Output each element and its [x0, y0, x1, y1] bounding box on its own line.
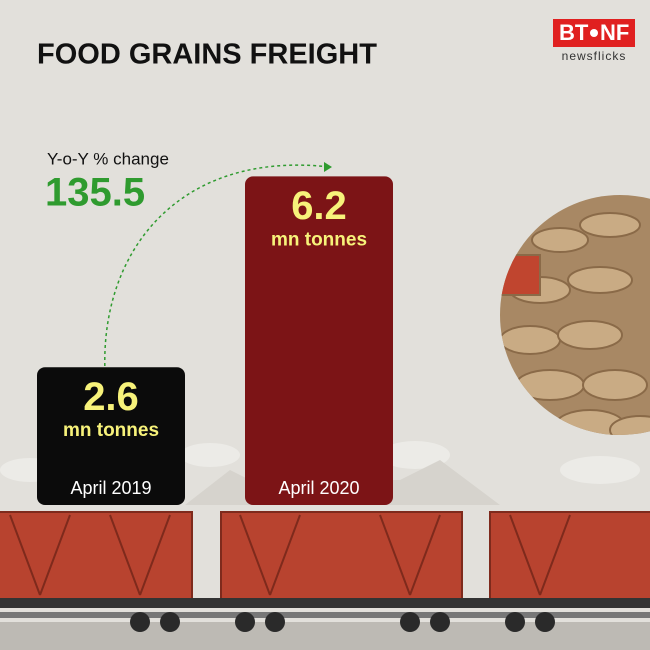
bar [37, 367, 185, 505]
value-label: 6.2 [291, 184, 347, 228]
logo-right: NF [600, 20, 629, 45]
chart-title: FOOD GRAINS FREIGHT [37, 39, 377, 71]
category-label: April 2019 [70, 478, 151, 498]
clouds [0, 441, 640, 484]
grain-sacks-photo [500, 195, 650, 435]
category-label: April 2020 [278, 478, 359, 498]
logo-left: BT [559, 20, 589, 45]
value-label: 2.6 [83, 375, 139, 419]
change-arrow [104, 164, 331, 373]
annotation-value: 135.5 [45, 171, 145, 215]
bar [245, 176, 393, 505]
train [0, 511, 650, 650]
arrow-head [324, 162, 332, 172]
unit-label: mn tonnes [63, 420, 159, 441]
annotation-label: Y-o-Y % change [47, 149, 169, 168]
unit-label: mn tonnes [271, 229, 367, 250]
logo-tagline: newsflicks [562, 49, 627, 63]
logo-dot [590, 29, 598, 37]
